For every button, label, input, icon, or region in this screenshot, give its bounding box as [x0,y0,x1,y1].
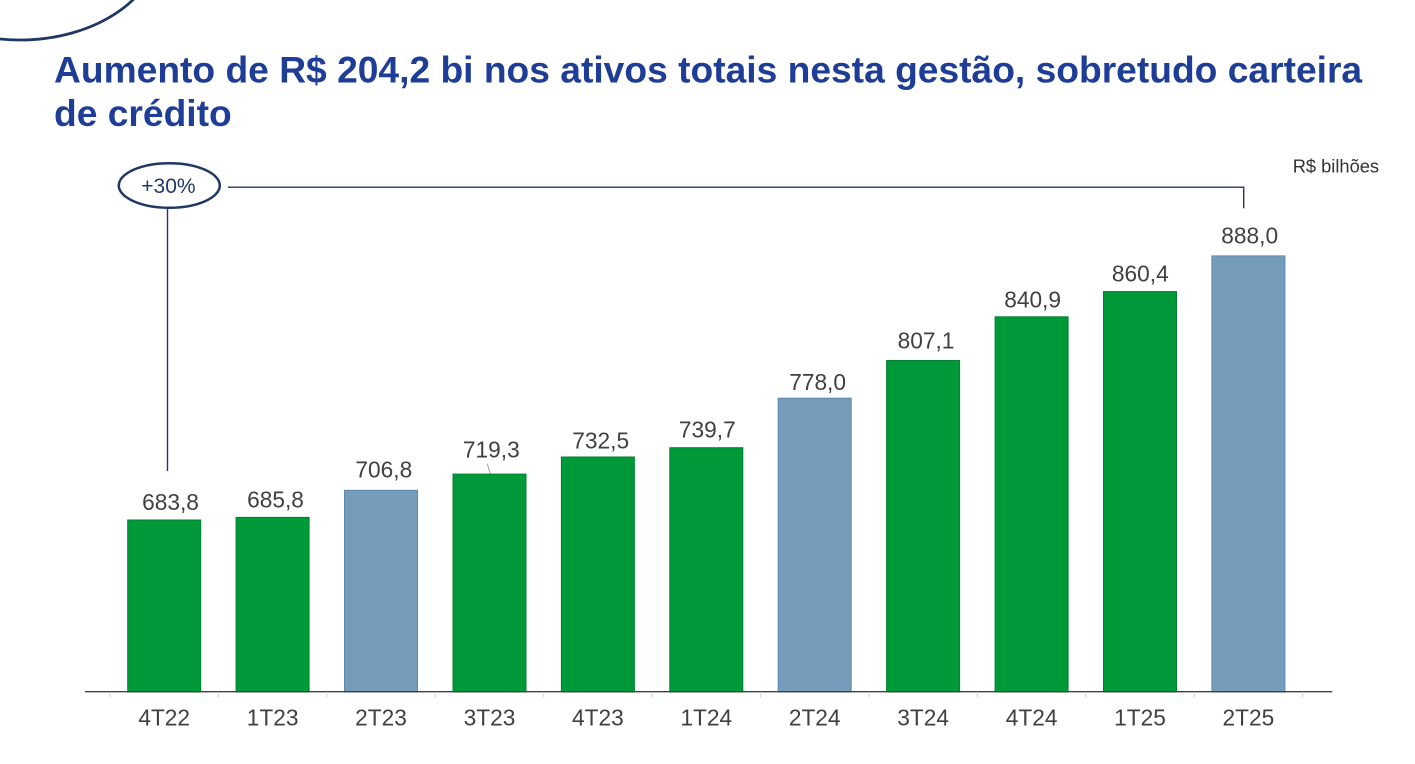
svg-text:778,0: 778,0 [789,369,846,395]
svg-text:4T24: 4T24 [1006,705,1058,731]
svg-text:4T23: 4T23 [572,705,624,731]
svg-text:739,7: 739,7 [679,417,736,443]
svg-text:719,3: 719,3 [463,437,520,463]
svg-text:860,4: 860,4 [1112,260,1169,286]
svg-text:3T23: 3T23 [464,705,516,731]
svg-text:1T23: 1T23 [247,705,299,731]
svg-text:R$ bilhões: R$ bilhões [1293,156,1379,177]
svg-text:732,5: 732,5 [572,427,629,453]
svg-text:4T22: 4T22 [138,705,190,731]
svg-text:2T23: 2T23 [355,705,407,731]
svg-text:2T24: 2T24 [789,705,841,731]
svg-text:de crédito: de crédito [54,92,232,134]
svg-text:3T24: 3T24 [897,705,949,731]
svg-text:683,8: 683,8 [142,489,199,515]
svg-text:+30%: +30% [141,175,195,198]
svg-text:685,8: 685,8 [247,486,304,512]
svg-text:1T25: 1T25 [1114,705,1166,731]
svg-text:Aumento de R$ 204,2 bi nos ati: Aumento de R$ 204,2 bi nos ativos totais… [54,49,1362,91]
svg-text:1T24: 1T24 [680,705,732,731]
svg-text:807,1: 807,1 [898,328,955,354]
svg-text:706,8: 706,8 [355,456,412,482]
svg-text:888,0: 888,0 [1221,223,1278,249]
svg-text:2T25: 2T25 [1223,705,1275,731]
svg-text:840,9: 840,9 [1004,287,1061,313]
